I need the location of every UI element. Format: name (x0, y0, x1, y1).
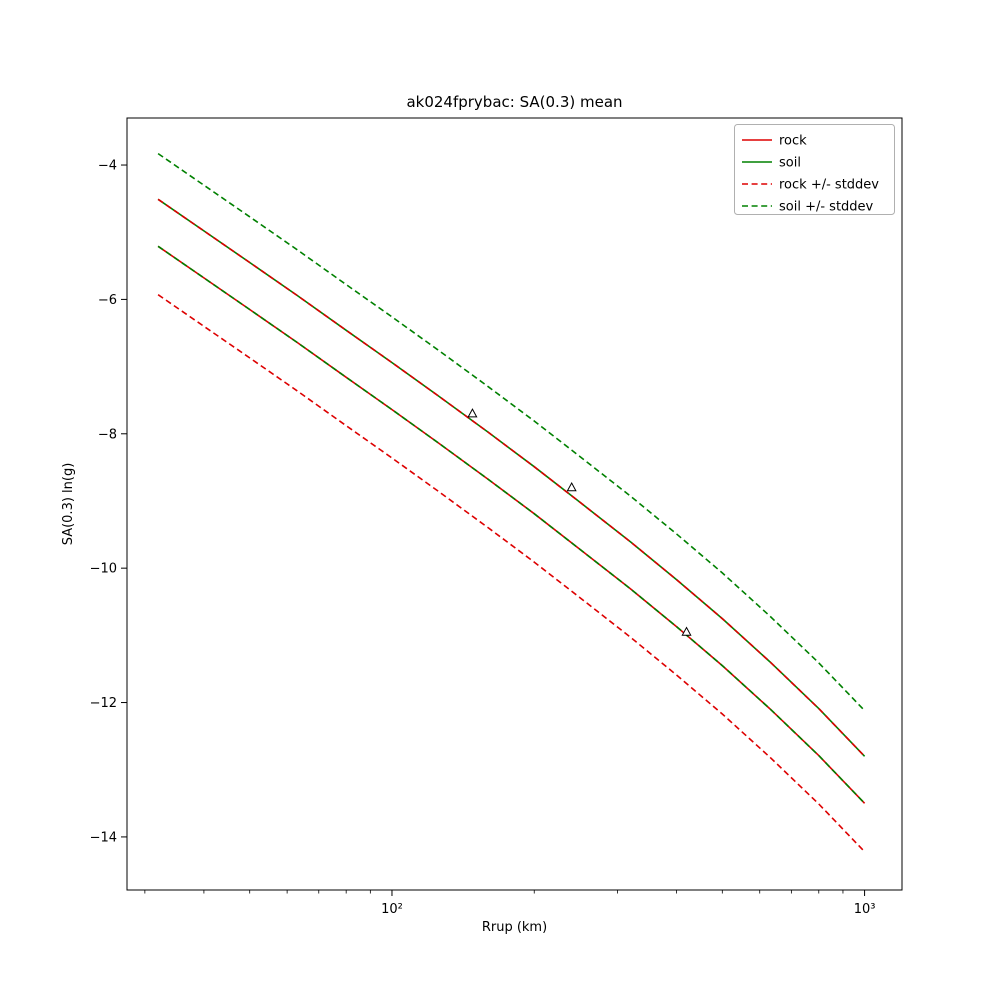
data-point-triangle (681, 626, 692, 636)
y-tick-label: −14 (90, 830, 117, 845)
legend-entry-rock: rock (742, 134, 807, 149)
legend-entry-rock-stddev: rock +/- stddev (742, 178, 879, 193)
x-tick-label: 10² (381, 902, 403, 917)
y-tick-label: −10 (90, 562, 117, 577)
chart-title: ak024fprybac: SA(0.3) mean (406, 93, 622, 111)
legend-label-soil-stddev: soil +/- stddev (779, 200, 874, 215)
legend-label-rock: rock (779, 134, 807, 149)
legend: rock soil rock +/- stddev soil +/- stdde… (734, 124, 895, 215)
legend-label-rock-stddev: rock +/- stddev (779, 178, 879, 193)
legend-frame (734, 124, 895, 215)
x-axis-label: Rrup (km) (482, 920, 547, 935)
legend-entry-soil: soil (742, 156, 801, 171)
axes-frame (126, 117, 903, 891)
series-line-soil-stddev (157, 152, 866, 712)
series-line-rock-stddev (157, 294, 866, 853)
series-line-rock (157, 245, 866, 804)
y-axis-label: SA(0.3) ln(g) (61, 463, 76, 546)
series-line-soil (157, 198, 866, 757)
series-line-soil-stddev (157, 245, 866, 804)
y-tick-label: −8 (98, 427, 117, 442)
data-point-triangle (566, 481, 577, 492)
x-tick-label: 10³ (854, 902, 876, 917)
legend-entry-soil-stddev: soil +/- stddev (742, 200, 874, 215)
y-tick-label: −12 (90, 696, 117, 711)
y-tick-label: −6 (98, 293, 117, 308)
series-line-rock-stddev (157, 198, 866, 757)
data-point-triangle (467, 408, 478, 418)
y-tick-label: −4 (98, 159, 117, 174)
legend-label-soil: soil (779, 156, 801, 171)
